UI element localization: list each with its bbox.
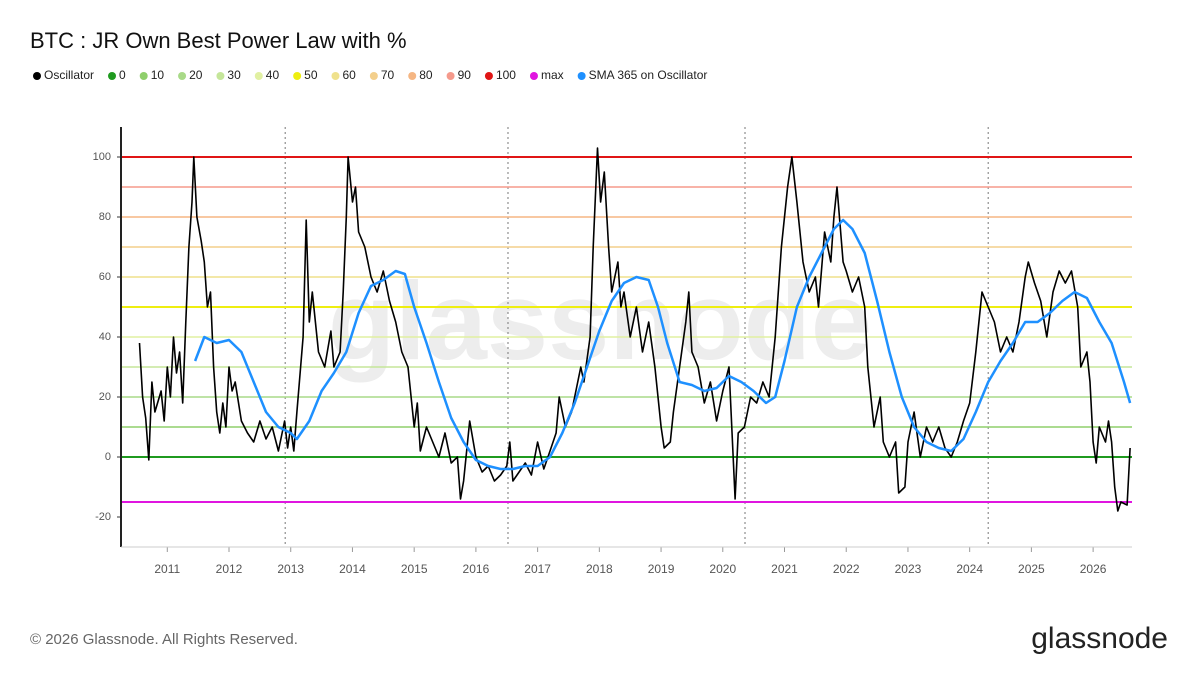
x-tick-label: 2021 — [771, 562, 798, 576]
x-tick-label: 2026 — [1080, 562, 1107, 576]
x-tick-label: 2015 — [401, 562, 428, 576]
legend-label: 60 — [343, 68, 357, 82]
legend-label: 50 — [304, 68, 318, 82]
legend-label: Oscillator — [44, 68, 94, 82]
x-tick-label: 2023 — [895, 562, 922, 576]
x-tick-label: 2013 — [277, 562, 304, 576]
y-tick-label: 0 — [105, 451, 111, 463]
watermark: glassnode — [328, 260, 872, 383]
x-tick-label: 2016 — [463, 562, 490, 576]
series-line — [193, 218, 1132, 471]
x-tick-label: 2018 — [586, 562, 613, 576]
logo: glassnode — [1031, 622, 1168, 655]
legend-marker — [446, 72, 455, 80]
y-tick-label: 40 — [99, 331, 111, 343]
legend-marker — [33, 72, 41, 80]
legend-label: 40 — [266, 68, 280, 82]
legend-label: 30 — [227, 68, 241, 82]
legend-marker — [216, 72, 225, 80]
x-tick-label: 2020 — [709, 562, 736, 576]
x-tick-label: 2024 — [956, 562, 983, 576]
x-tick-label: 2025 — [1018, 562, 1045, 576]
y-tick-label: -20 — [95, 511, 111, 523]
x-tick-label: 2014 — [339, 562, 366, 576]
legend-marker — [529, 72, 538, 80]
legend-marker — [484, 72, 493, 80]
chart-title: BTC : JR Own Best Power Law with % — [30, 28, 407, 53]
legend-marker — [331, 72, 340, 80]
x-tick-label: 2012 — [216, 562, 243, 576]
legend-label: SMA 365 on Oscillator — [589, 68, 708, 82]
y-tick-label: 60 — [99, 271, 111, 283]
legend-marker — [139, 72, 148, 80]
legend-marker — [369, 72, 378, 80]
legend-label: max — [541, 68, 564, 82]
legend-marker — [178, 72, 187, 80]
footer: © 2026 Glassnode. All Rights Reserved. — [30, 631, 298, 648]
legend-marker — [577, 72, 586, 80]
legend-label: 10 — [151, 68, 165, 82]
x-tick-label: 2019 — [648, 562, 675, 576]
y-tick-label: 100 — [93, 151, 111, 163]
legend-label: 20 — [189, 68, 203, 82]
legend-marker — [254, 72, 263, 80]
legend-marker — [408, 72, 417, 80]
legend-label: 0 — [119, 68, 126, 82]
legend-label: 100 — [496, 68, 516, 82]
x-tick-label: 2011 — [154, 562, 180, 576]
series-line — [138, 147, 1131, 512]
legend-marker — [293, 72, 302, 80]
legend-label: 80 — [419, 68, 433, 82]
legend-marker — [108, 72, 117, 80]
legend-label: 90 — [458, 68, 472, 82]
legend-label: 70 — [381, 68, 395, 82]
x-tick-label: 2017 — [524, 562, 551, 576]
y-tick-label: 80 — [99, 211, 111, 223]
y-tick-label: 20 — [99, 391, 111, 403]
x-tick-label: 2022 — [833, 562, 860, 576]
